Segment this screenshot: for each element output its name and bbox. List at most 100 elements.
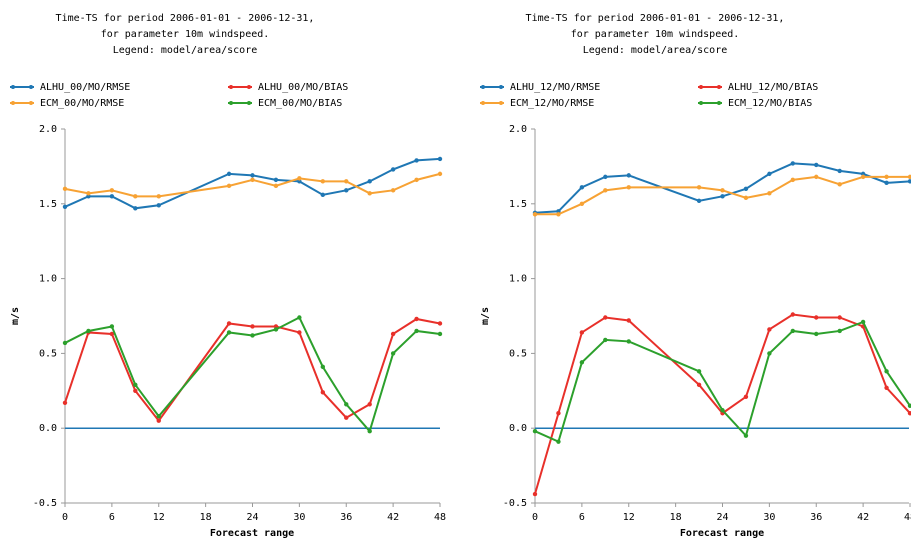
chart-title: Legend: model/area/score bbox=[113, 45, 258, 56]
point bbox=[437, 321, 443, 326]
point bbox=[814, 174, 819, 180]
point bbox=[320, 364, 326, 370]
point bbox=[250, 173, 255, 178]
x-tick-label: 36 bbox=[810, 512, 822, 523]
point bbox=[156, 203, 161, 208]
x-tick-label: 48 bbox=[434, 512, 446, 523]
point bbox=[720, 188, 725, 193]
point bbox=[344, 415, 349, 420]
point bbox=[579, 185, 585, 190]
point bbox=[273, 327, 279, 332]
point bbox=[320, 192, 326, 198]
chart-title: Time-TS for period 2006-01-01 - 2006-12-… bbox=[526, 13, 785, 24]
legend-label: ALHU_00/MO/BIAS bbox=[258, 82, 348, 93]
point bbox=[62, 400, 68, 405]
x-tick-label: 42 bbox=[857, 512, 869, 523]
point bbox=[414, 316, 419, 322]
point bbox=[109, 331, 115, 337]
x-tick-label: 30 bbox=[293, 512, 305, 523]
point bbox=[814, 315, 819, 320]
point bbox=[250, 333, 255, 338]
point bbox=[414, 177, 419, 183]
point bbox=[579, 360, 585, 365]
point bbox=[367, 428, 372, 434]
x-tick-label: 36 bbox=[340, 512, 352, 523]
point bbox=[743, 195, 749, 201]
x-tick-label: 6 bbox=[579, 512, 585, 523]
point bbox=[156, 414, 161, 419]
point bbox=[109, 194, 115, 199]
point bbox=[720, 408, 725, 413]
point bbox=[579, 201, 585, 206]
legend-marker bbox=[11, 85, 15, 89]
point bbox=[743, 394, 749, 399]
point bbox=[367, 179, 372, 184]
point bbox=[790, 312, 796, 317]
x-tick-label: 0 bbox=[532, 512, 538, 523]
point bbox=[62, 204, 68, 209]
point bbox=[109, 324, 115, 329]
point bbox=[907, 174, 911, 180]
point bbox=[344, 188, 349, 193]
y-tick-label: 0.5 bbox=[39, 348, 57, 359]
point bbox=[603, 174, 608, 180]
point bbox=[884, 369, 889, 374]
point bbox=[767, 191, 772, 196]
point bbox=[790, 161, 796, 166]
point bbox=[907, 179, 911, 184]
legend-marker bbox=[229, 85, 233, 89]
point bbox=[133, 206, 138, 211]
point bbox=[743, 433, 749, 438]
point bbox=[814, 162, 819, 168]
point bbox=[696, 198, 702, 204]
chart-title: Time-TS for period 2006-01-01 - 2006-12-… bbox=[56, 13, 315, 24]
point bbox=[884, 385, 889, 391]
point bbox=[743, 186, 749, 192]
point bbox=[226, 171, 232, 177]
point bbox=[532, 428, 538, 434]
point bbox=[837, 168, 842, 174]
y-axis-label: m/s bbox=[480, 307, 491, 325]
point bbox=[556, 212, 561, 217]
point bbox=[696, 185, 702, 190]
legend-marker bbox=[717, 85, 721, 89]
legend-label: ECM_00/MO/BIAS bbox=[258, 98, 342, 109]
point bbox=[109, 188, 115, 193]
series-line bbox=[64, 157, 441, 210]
x-axis-label: Forecast range bbox=[210, 528, 294, 539]
point bbox=[273, 183, 279, 189]
series-line bbox=[534, 162, 911, 214]
point bbox=[62, 186, 68, 192]
x-tick-label: 42 bbox=[387, 512, 399, 523]
point bbox=[696, 382, 702, 388]
point bbox=[297, 330, 302, 335]
point bbox=[344, 402, 349, 407]
legend-marker bbox=[499, 101, 503, 105]
y-tick-label: 1.5 bbox=[39, 199, 57, 210]
chart-title: Legend: model/area/score bbox=[583, 45, 728, 56]
point bbox=[556, 439, 561, 444]
point bbox=[344, 179, 349, 184]
x-tick-label: 24 bbox=[716, 512, 728, 523]
point bbox=[133, 382, 138, 388]
series-line bbox=[534, 320, 911, 444]
x-tick-label: 12 bbox=[153, 512, 165, 523]
point bbox=[297, 315, 302, 320]
point bbox=[390, 167, 396, 172]
chart-title: for parameter 10m windspeed. bbox=[571, 29, 740, 40]
point bbox=[837, 328, 842, 334]
point bbox=[860, 174, 866, 180]
point bbox=[133, 388, 138, 393]
legend-label: ALHU_00/MO/RMSE bbox=[40, 82, 130, 93]
x-tick-label: 18 bbox=[670, 512, 682, 523]
y-tick-label: 1.0 bbox=[509, 274, 527, 285]
point bbox=[556, 411, 561, 416]
point bbox=[367, 402, 372, 407]
point bbox=[390, 331, 396, 337]
chart-title: for parameter 10m windspeed. bbox=[101, 29, 270, 40]
point bbox=[86, 328, 91, 334]
point bbox=[156, 418, 161, 423]
point bbox=[603, 315, 608, 320]
point bbox=[626, 185, 631, 190]
legend-marker bbox=[699, 101, 703, 105]
